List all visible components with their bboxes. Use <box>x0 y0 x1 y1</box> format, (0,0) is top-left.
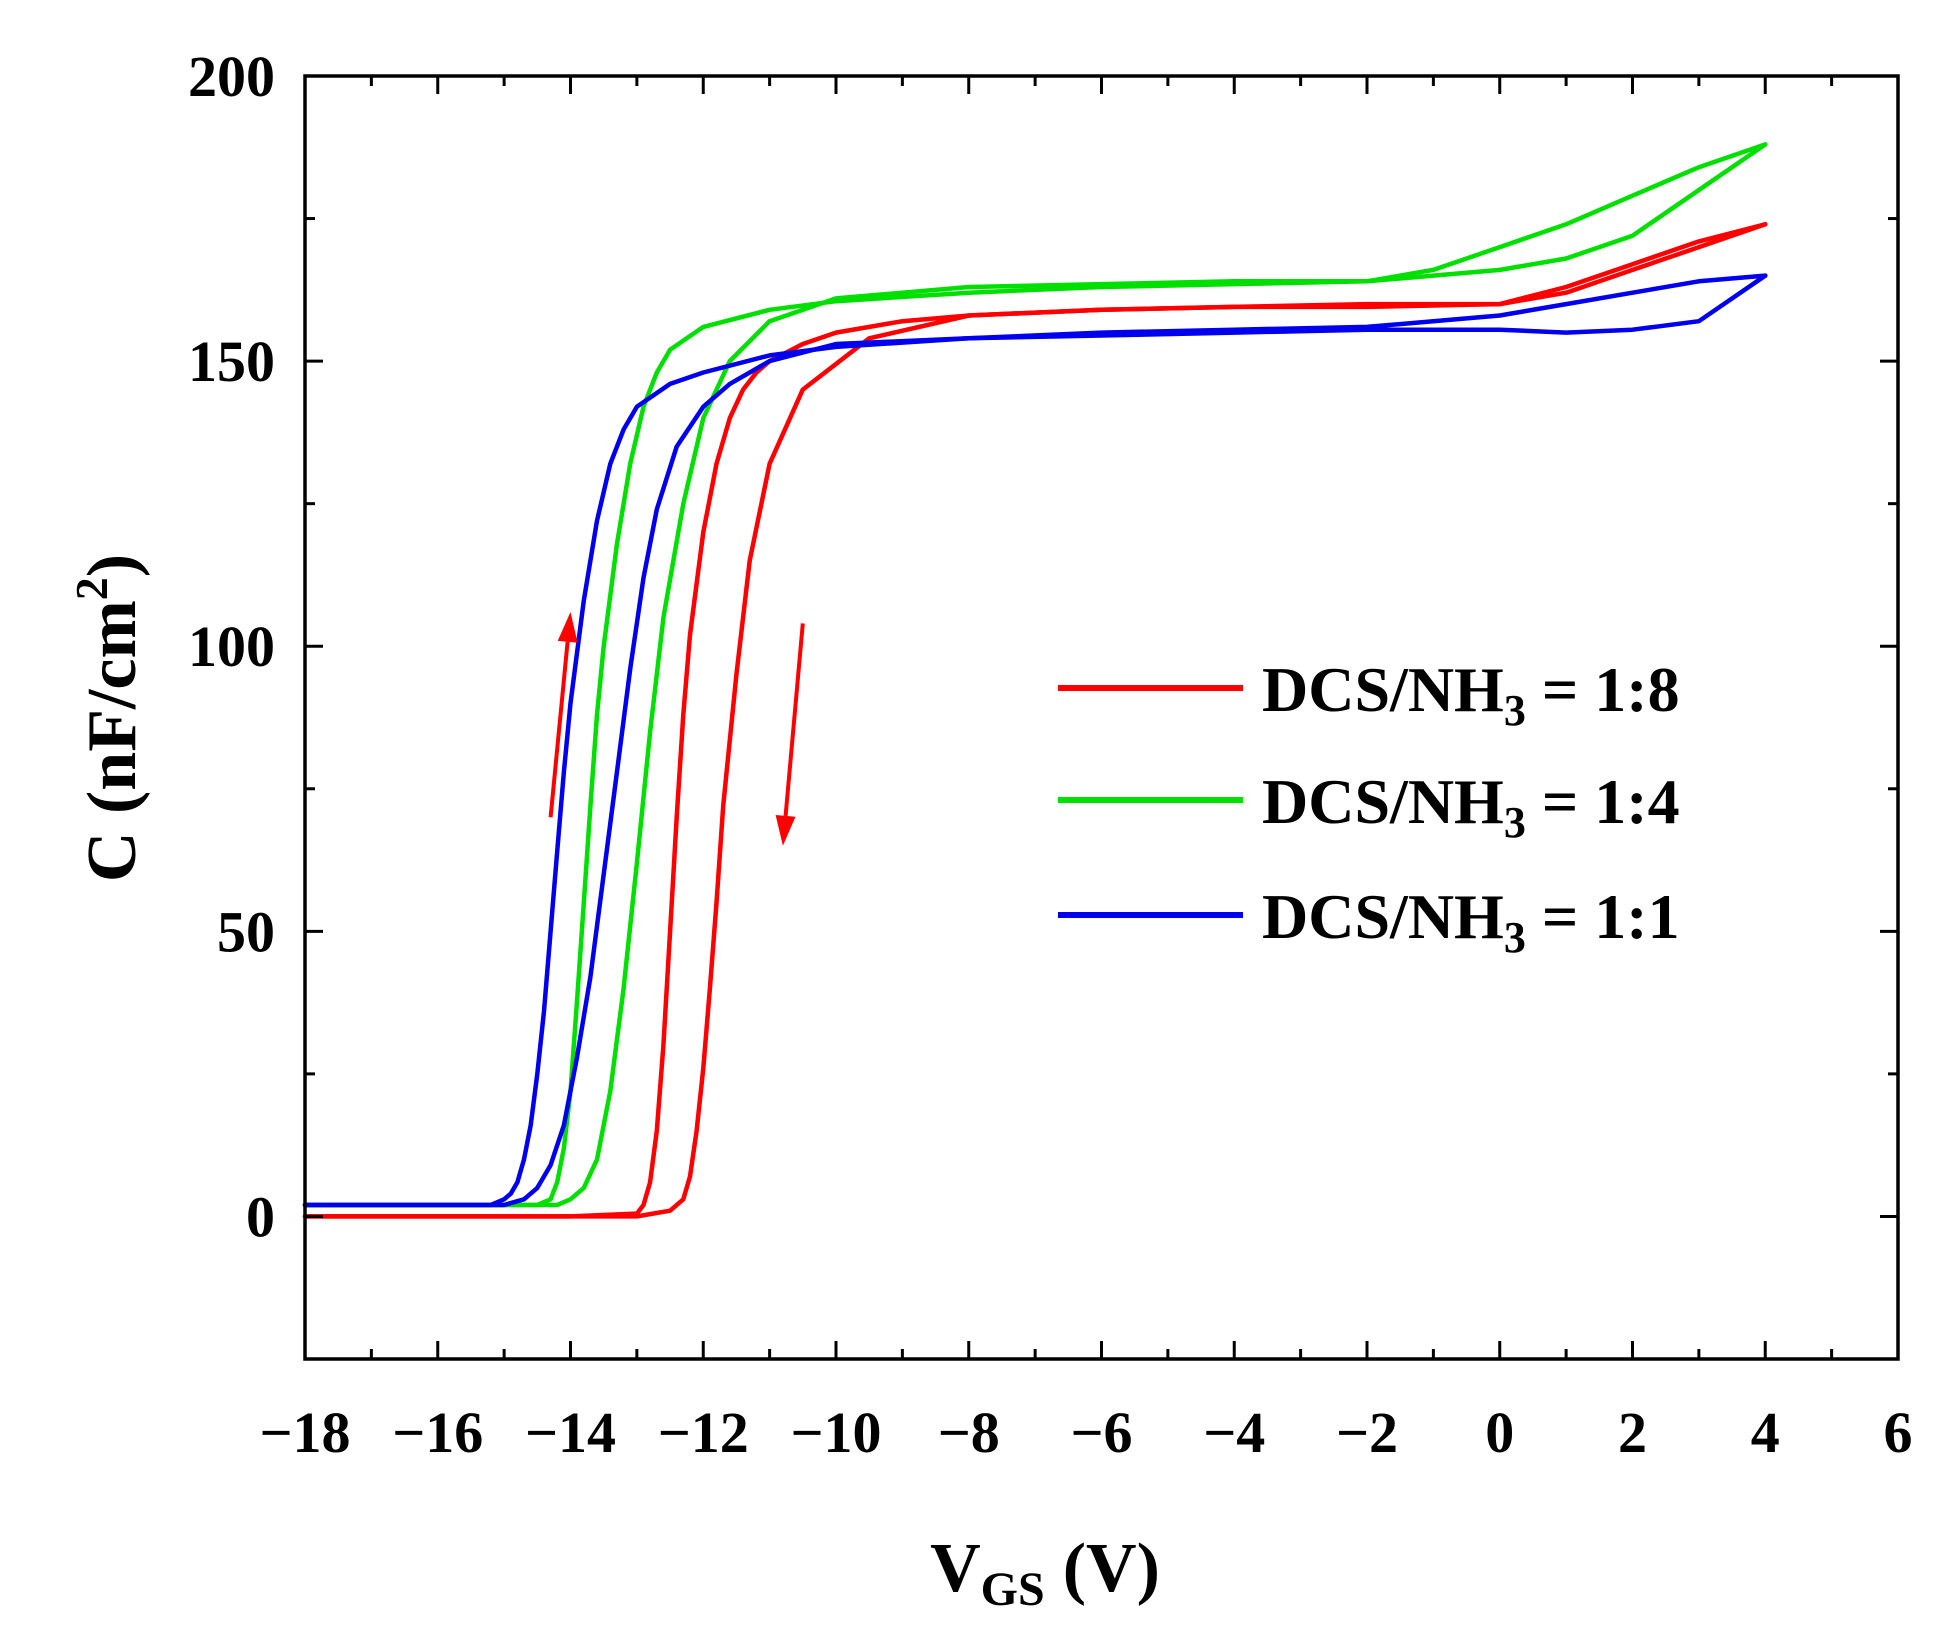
y-axis-label-end: ) <box>74 554 151 577</box>
x-tick-label: −16 <box>392 1400 483 1465</box>
series-2-reverse-line <box>302 142 1768 1208</box>
sweep-arrow-down-shaft <box>783 623 805 817</box>
sweep-arrow-down <box>775 623 805 846</box>
legend-label-text: DCS/NH <box>1262 881 1504 952</box>
legend-label-text: DCS/NH <box>1262 766 1504 837</box>
x-axis-label-subscript: GS <box>981 1563 1045 1616</box>
legend-label-subscript: 3 <box>1504 686 1526 735</box>
legend-label-ratio: = 1:4 <box>1526 766 1680 837</box>
x-tick-label: −12 <box>658 1400 749 1465</box>
y-tick-label: 0 <box>246 1184 275 1249</box>
x-axis-label-unit: (V) <box>1063 1530 1160 1607</box>
legend-label-ratio: = 1:1 <box>1526 881 1680 952</box>
sweep-arrow-down-head <box>775 815 796 846</box>
x-axis-label-main: V <box>930 1530 981 1607</box>
legend-label: DCS/NH3 = 1:1 <box>1262 881 1680 962</box>
y-tick-label: 200 <box>188 44 275 109</box>
legend-label-text: DCS/NH <box>1262 654 1504 725</box>
legend-label-ratio: = 1:8 <box>1526 654 1680 725</box>
y-axis-label: C (nF/cm2) <box>66 554 151 882</box>
legend-item: DCS/NH3 = 1:1 <box>1058 881 1680 962</box>
sweep-arrow-up-shaft <box>548 641 570 818</box>
sweep-arrow-up-head <box>557 612 578 643</box>
x-tick-label: 6 <box>1884 1400 1913 1465</box>
y-tick-label: 100 <box>188 614 275 679</box>
x-tick-label: −10 <box>790 1400 881 1465</box>
x-tick-label: −6 <box>1070 1400 1132 1465</box>
x-tick-label: 2 <box>1618 1400 1647 1465</box>
y-tick-label: 150 <box>188 329 275 394</box>
tick-layer <box>303 74 1900 1361</box>
sweep-arrow-layer <box>548 612 805 846</box>
x-tick-label: 0 <box>1485 1400 1514 1465</box>
series-3-reverse-line <box>302 273 1768 1208</box>
legend-label-subscript: 3 <box>1504 913 1526 962</box>
y-tick-label: 50 <box>217 899 275 964</box>
y-tick-labels: 0 50 100 150 200 <box>188 44 275 1249</box>
legend-label-subscript: 3 <box>1504 798 1526 847</box>
y-axis-label-superscript: 2 <box>66 577 117 600</box>
legend-item: DCS/NH3 = 1:8 <box>1058 654 1680 735</box>
x-axis-label: VGS (V) <box>930 1530 1160 1616</box>
series-3-forward-line <box>302 273 1768 1208</box>
x-tick-label: −4 <box>1203 1400 1265 1465</box>
x-tick-label: 4 <box>1751 1400 1780 1465</box>
legend-label: DCS/NH3 = 1:4 <box>1262 766 1680 847</box>
y-axis-label-main: C (nF/cm <box>74 600 151 882</box>
x-tick-label: −14 <box>525 1400 616 1465</box>
x-tick-label: −2 <box>1336 1400 1398 1465</box>
legend-item: DCS/NH3 = 1:4 <box>1058 766 1680 847</box>
series-layer <box>302 142 1768 1219</box>
sweep-arrow-up <box>548 612 578 818</box>
x-tick-label: −18 <box>259 1400 350 1465</box>
x-tick-label: −8 <box>938 1400 1000 1465</box>
series-1-reverse-line <box>302 222 1768 1219</box>
legend-label: DCS/NH3 = 1:8 <box>1262 654 1680 735</box>
x-tick-labels: −18 −16 −14 −12 −10 −8 −6 −4 −2 0 2 4 6 <box>259 1400 1912 1465</box>
